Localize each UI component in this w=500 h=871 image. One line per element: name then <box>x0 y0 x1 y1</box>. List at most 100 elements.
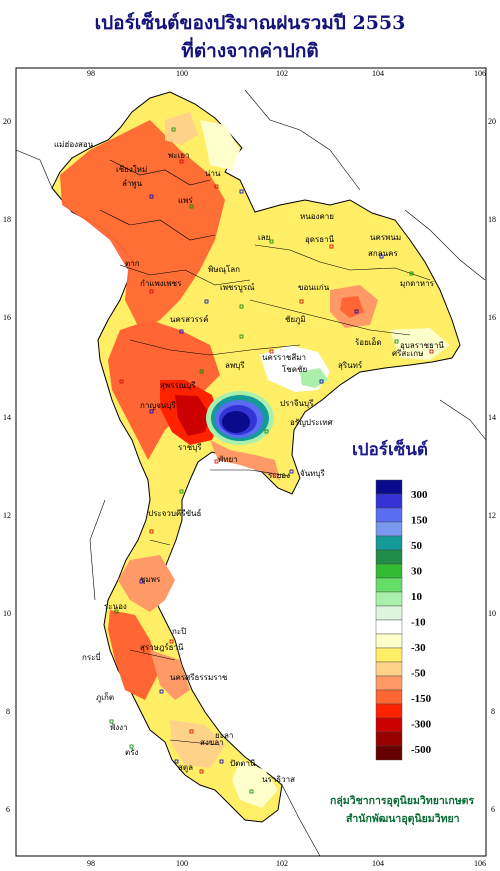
credit-line1: กลุ่มวิชาการอุตุนิยมวิทยาเกษตร <box>330 795 475 807</box>
station-marker <box>139 579 144 584</box>
station-marker <box>409 271 414 276</box>
legend-swatch <box>375 717 403 733</box>
province-label: ศรีสะเกษ <box>392 349 423 358</box>
station-marker <box>179 329 184 334</box>
province-label: นราธิวาส <box>262 775 295 784</box>
map-title-line2: ที่ต่างจากค่าปกติ <box>181 40 319 62</box>
lat-tick: 12 <box>488 511 496 520</box>
province-label: ระนอง <box>104 602 127 611</box>
province-label: กาญจนบุรี <box>140 401 176 410</box>
lat-tick: 20 <box>3 117 11 126</box>
station-marker <box>214 184 219 189</box>
province-label: สงขลา <box>200 738 224 747</box>
province-label: สุพรรณบุรี <box>160 381 196 390</box>
bottom-lon-ticks: 98 100 102 104 106 <box>87 859 486 868</box>
station-marker <box>114 609 119 614</box>
lat-tick: 14 <box>488 413 496 422</box>
lat-tick: 16 <box>3 313 11 322</box>
lat-tick: 8 <box>491 707 495 716</box>
province-label: ปัตตานี <box>230 759 256 768</box>
station-marker <box>171 127 176 132</box>
station-marker <box>189 729 194 734</box>
station-marker <box>149 289 154 294</box>
province-label: นครพนม <box>370 233 401 242</box>
station-marker <box>299 299 304 304</box>
station-marker <box>159 689 164 694</box>
legend-swatch <box>375 605 403 621</box>
station-marker <box>174 759 179 764</box>
province-label: นครศรีธรรมราช <box>170 673 228 682</box>
legend-labels: 300 150 50 30 10 -10 -30 -50 -150 -300 -500 <box>411 489 432 756</box>
province-label: ชัยภูมิ <box>285 315 306 325</box>
station-marker <box>204 299 209 304</box>
lat-tick: 8 <box>6 707 10 716</box>
legend-label: -300 <box>411 719 432 731</box>
province-label: ลพบุรี <box>225 361 245 370</box>
province-label: นครราชสีมา <box>262 353 306 362</box>
province-label: มุกดาหาร <box>400 279 435 288</box>
legend-label: 50 <box>411 540 423 552</box>
province-label: สตูล <box>178 763 193 773</box>
lat-tick: 14 <box>3 413 11 422</box>
province-label: พังงา <box>110 723 128 732</box>
legend-title: เปอร์เซ็นต์ <box>352 440 428 460</box>
province-label: อรัญประเทศ <box>290 418 333 427</box>
province-label: เลย <box>258 233 270 242</box>
credit-line2: สำนักพัฒนาอุตุนิยมวิทยา <box>346 813 460 825</box>
province-label: แพร่ <box>178 196 193 205</box>
lon-tick: 102 <box>276 859 288 868</box>
anomaly-zones <box>60 112 450 808</box>
legend-swatch <box>375 535 403 551</box>
province-label: ระยอง <box>268 471 290 480</box>
legend-swatch <box>375 563 403 579</box>
station-marker <box>239 304 244 309</box>
province-label: ภูเก็ต <box>96 692 114 703</box>
station-marker <box>329 244 334 249</box>
province-label: ยะลา <box>215 731 233 740</box>
legend-swatch <box>375 577 403 593</box>
province-label: ขอนแก่น <box>298 283 330 292</box>
province-label: พิษณุโลก <box>208 264 240 274</box>
station-marker <box>189 204 194 209</box>
legend-swatch <box>375 479 403 495</box>
province-label: ปราจีนบุรี <box>280 399 314 408</box>
legend-label: 300 <box>411 489 428 501</box>
lat-tick: 6 <box>6 805 10 814</box>
lat-tick: 18 <box>3 215 11 224</box>
neighbor-borders <box>15 89 487 857</box>
lat-tick: 12 <box>3 511 11 520</box>
province-label: พัทยา <box>218 455 238 464</box>
station-marker <box>149 194 154 199</box>
legend-swatch <box>375 549 403 565</box>
province-label: สกลนคร <box>368 249 398 258</box>
province-label: ราชบุรี <box>178 443 202 452</box>
station-marker <box>289 469 294 474</box>
province-label: ร้อยเอ็ด <box>355 337 382 347</box>
lon-tick: 104 <box>372 69 384 78</box>
province-label: นครสวรรค์ <box>170 314 208 324</box>
lon-tick: 102 <box>276 69 288 78</box>
station-marker <box>119 379 124 384</box>
station-marker <box>249 789 254 794</box>
province-boundaries <box>99 159 431 746</box>
legend-color-bar <box>375 479 403 761</box>
province-label: ตาก <box>125 259 140 268</box>
station-marker <box>429 349 434 354</box>
legend-swatch <box>375 745 403 761</box>
legend-swatch <box>375 661 403 677</box>
lon-tick: 106 <box>474 69 486 78</box>
legend-label: -50 <box>411 668 426 680</box>
province-label: กำแพงเพชร <box>140 279 182 288</box>
station-marker <box>169 639 174 644</box>
station-marker <box>354 309 359 314</box>
province-label: แม่ฮ่องสอน <box>54 140 94 149</box>
legend-swatch <box>375 591 403 607</box>
province-label: อุดรธานี <box>305 235 335 244</box>
province-label: กะปิ <box>172 627 186 636</box>
lat-tick: 10 <box>3 609 11 618</box>
province-label: ตรัง <box>125 748 138 757</box>
province-label: กระบี่ <box>82 651 101 662</box>
station-marker <box>219 759 224 764</box>
station-marker <box>149 529 154 534</box>
legend-swatch <box>375 647 403 663</box>
